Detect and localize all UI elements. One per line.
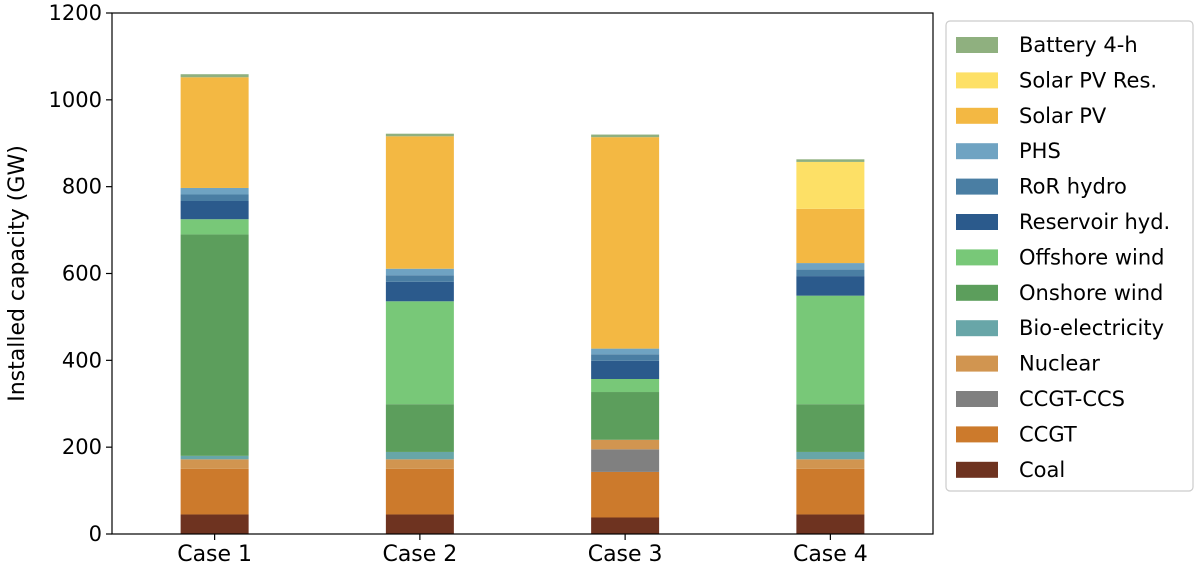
legend-swatch [956,284,998,301]
legend-swatch [956,178,998,195]
bar-segment-2-10 [385,268,454,276]
bar-segment-1-2 [180,468,249,515]
legend-label: Solar PV [1019,104,1107,128]
legend-label: Onshore wind [1019,281,1163,305]
bars-layer [180,74,865,534]
legend-swatch [956,426,998,443]
bar-segment-3-13 [591,134,660,138]
x-tick-label: Case 2 [382,542,457,567]
bar-segment-4-1 [796,514,865,534]
bar-segment-3-9 [591,354,660,361]
legend-label: RoR hydro [1019,175,1127,199]
bar-segment-1-5 [180,455,249,460]
bar-segment-4-8 [796,276,865,296]
bar-segment-4-7 [796,295,865,405]
y-tick-label: 200 [62,435,102,459]
legend-label: PHS [1019,139,1061,163]
bar-segment-1-9 [180,194,249,201]
bar-segment-3-2 [591,471,660,518]
y-tick-label: 800 [62,175,102,199]
bar-segment-3-8 [591,360,660,380]
legend-swatch [956,214,998,230]
y-tick-label: 400 [62,348,102,372]
bar-segment-3-6 [591,392,660,440]
legend-swatch [956,249,998,266]
x-tick-label: Case 1 [177,542,252,567]
bar-segment-2-6 [385,404,454,452]
legend: Battery 4-h Solar PV Res. Solar PV PHS RoR h… [945,20,1194,492]
bar-segment-3-4 [591,439,660,450]
bar-segment-1-8 [180,200,249,220]
legend-label: Coal [1019,458,1065,482]
bar-segment-1-13 [180,74,249,78]
bar-segment-1-6 [180,234,249,456]
bar-segment-2-7 [385,301,454,405]
bar-segment-1-1 [180,514,249,534]
bar-segment-4-2 [796,468,865,515]
bar-segment-4-11 [796,208,865,264]
y-tick-label: 600 [62,262,102,286]
y-tick-label: 1000 [49,88,102,112]
legend-label: Bio-electricity [1019,316,1164,340]
legend-label: Offshore wind [1019,245,1165,269]
bar-segment-4-13 [796,159,865,162]
bar-segment-3-3 [591,449,660,472]
bar-segment-2-5 [385,451,454,460]
y-tick-label: 1200 [49,1,102,25]
legend-items: Battery 4-h Solar PV Res. Solar PV PHS RoR h… [956,33,1170,482]
legend-swatch [956,143,998,160]
x-tick-label: Case 3 [588,542,663,567]
bar-segment-1-11 [180,77,249,188]
bar-segment-4-9 [796,269,865,277]
legend-label: Battery 4-h [1019,33,1138,57]
bar-segment-3-1 [591,517,660,534]
x-axis-ticks: Case 1 Case 2 Case 3 Case 4 [177,534,868,567]
legend-swatch [956,461,998,478]
legend-swatch [956,72,998,89]
y-tick-label: 0 [89,522,102,546]
legend-label: CCGT [1019,422,1077,446]
bar-segment-2-2 [385,468,454,515]
bar-segment-2-11 [385,136,454,269]
bar-segment-3-7 [591,379,660,393]
y-axis-ticks: 0 200 400 600 800 1000 1200 [49,1,112,546]
bar-segment-4-6 [796,404,865,452]
y-axis-label: Installed capacity (GW) [5,145,30,402]
legend-swatch [956,107,998,124]
legend-swatch [956,320,998,337]
bar-segment-1-7 [180,219,249,235]
x-tick-label: Case 4 [793,542,868,567]
bar-segment-2-8 [385,281,454,302]
bar-segment-4-10 [796,263,865,270]
bar-segment-4-12 [796,161,865,209]
legend-swatch [956,355,998,372]
bar-segment-2-1 [385,514,454,534]
legend-frame [945,20,1194,492]
legend-swatch [956,391,998,407]
bar-segment-2-13 [385,133,454,137]
legend-swatch [956,37,998,53]
bar-segment-4-4 [796,459,865,469]
bar-segment-1-4 [180,459,249,469]
bar-segment-3-11 [591,137,660,349]
legend-label: Reservoir hyd. [1019,210,1170,234]
bar-segment-1-10 [180,187,249,195]
bar-segment-2-4 [385,459,454,469]
legend-label: CCGT-CCS [1019,387,1125,411]
bar-segment-4-5 [796,451,865,460]
legend-label: Solar PV Res. [1019,68,1157,92]
bar-segment-3-10 [591,348,660,355]
legend-label: Nuclear [1019,352,1100,376]
bar-segment-2-9 [385,275,454,282]
